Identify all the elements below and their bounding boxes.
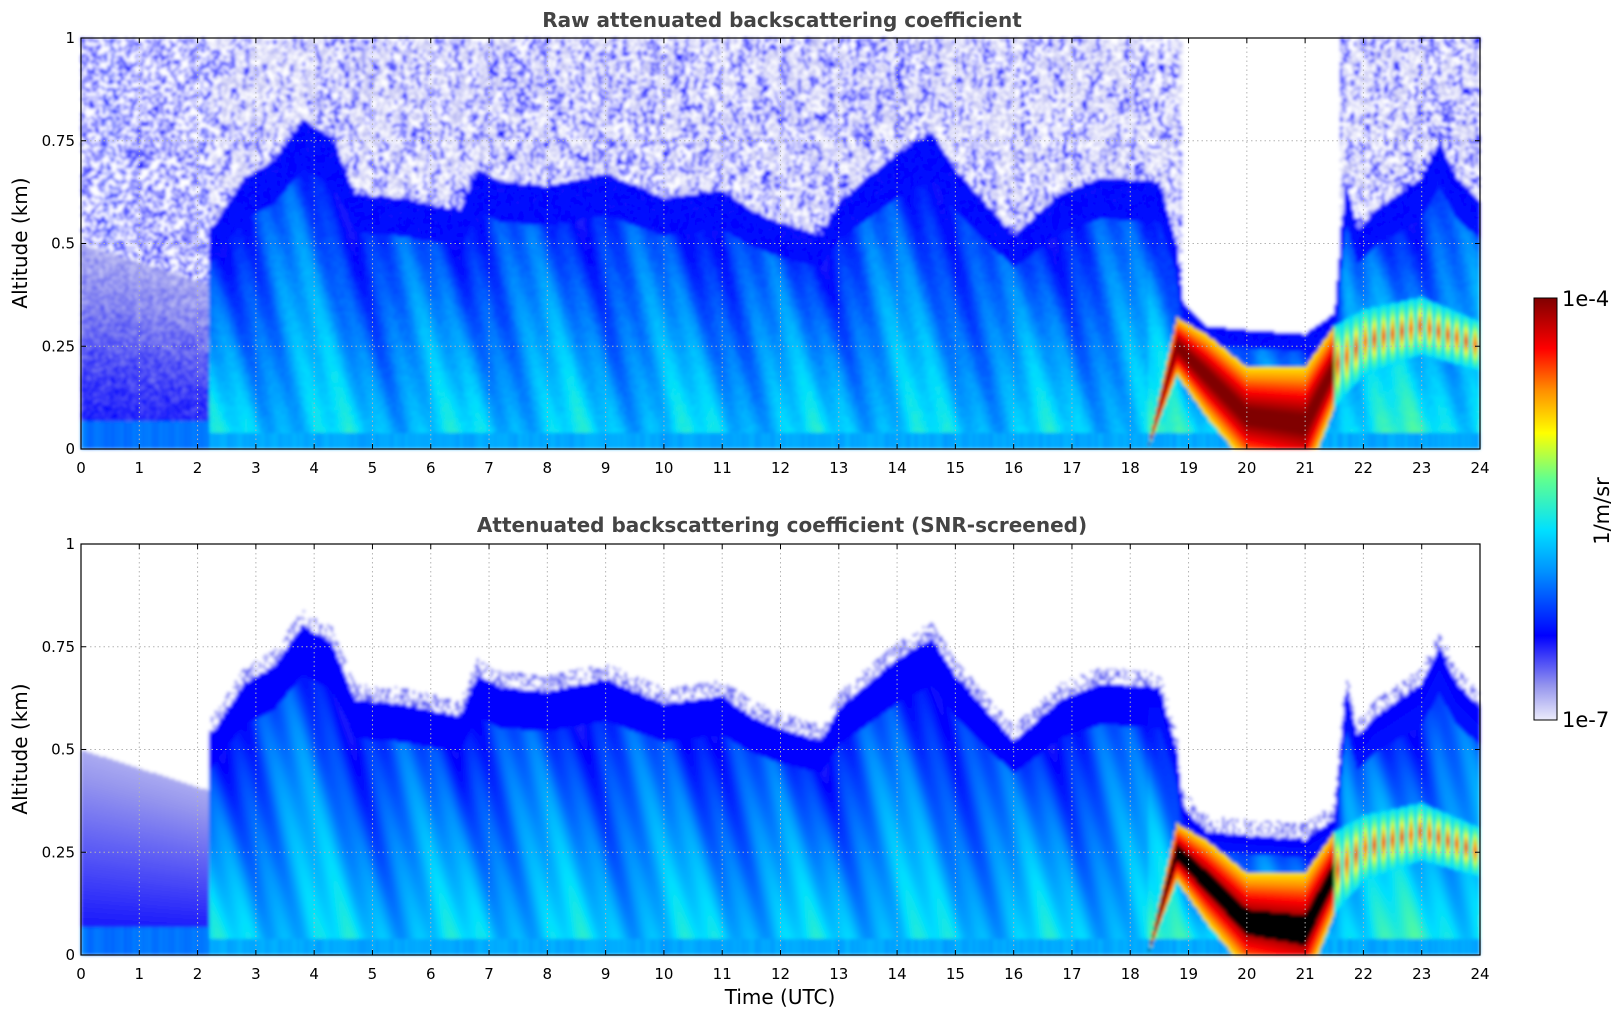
x-tick-label: 19	[1179, 459, 1198, 477]
x-tick-label: 17	[1062, 459, 1081, 477]
colorbar-unit-label: 1/m/sr	[1590, 477, 1614, 545]
colorbar: 1e-4 1e-7 1/m/sr	[1533, 287, 1614, 732]
x-tick-label: 9	[601, 965, 611, 983]
x-tick-label: 15	[946, 965, 965, 983]
x-tick-label: 24	[1470, 459, 1489, 477]
x-tick-label: 6	[426, 459, 436, 477]
x-tick-label: 7	[484, 965, 494, 983]
screened-backscatter-panel: Attenuated backscattering coefficient (S…	[8, 513, 1490, 1009]
x-axis-label: Time (UTC)	[724, 985, 836, 1009]
x-tick-label: 1	[135, 965, 145, 983]
panel-title: Raw attenuated backscattering coefficien…	[542, 8, 1022, 32]
x-tick-label: 0	[76, 459, 86, 477]
y-tick-label: 1	[65, 29, 75, 47]
x-tick-label: 16	[1004, 965, 1023, 983]
x-tick-label: 24	[1470, 965, 1489, 983]
x-tick-label: 6	[426, 965, 436, 983]
y-tick-label: 0	[65, 440, 75, 458]
x-tick-label: 16	[1004, 459, 1023, 477]
x-tick-label: 11	[713, 965, 732, 983]
x-tick-label: 14	[888, 459, 907, 477]
y-axis-label: Altitude (km)	[8, 177, 32, 308]
x-tick-label: 23	[1412, 965, 1431, 983]
colorbar-max-label: 1e-4	[1562, 287, 1609, 311]
grid-lines	[81, 38, 1480, 449]
y-tick-label: 0.25	[42, 843, 75, 861]
x-tick-label: 8	[543, 965, 553, 983]
x-tick-label: 20	[1237, 459, 1256, 477]
x-tick-label: 10	[654, 965, 673, 983]
x-tick-label: 18	[1121, 965, 1140, 983]
x-axis-ticks: 0 1 2 3 4 5 6 7 8 9 10 11 12 13 14 15 16 17 18 19 20 21 22 23 24	[76, 38, 1490, 477]
x-tick-label: 21	[1296, 459, 1315, 477]
x-tick-label: 19	[1179, 965, 1198, 983]
x-tick-label: 17	[1062, 965, 1081, 983]
y-tick-label: 0.75	[42, 638, 75, 656]
x-tick-label: 9	[601, 459, 611, 477]
y-tick-label: 0	[65, 946, 75, 964]
x-tick-label: 4	[309, 459, 319, 477]
raw-backscatter-panel: Raw attenuated backscattering coefficien…	[8, 8, 1490, 477]
y-axis-ticks: 0 0.25 0.5 0.75 1	[42, 535, 1480, 964]
x-tick-label: 13	[829, 965, 848, 983]
x-tick-label: 4	[309, 965, 319, 983]
y-axis-label: Altitude (km)	[8, 683, 32, 814]
x-tick-label: 2	[193, 965, 203, 983]
y-tick-label: 0.25	[42, 337, 75, 355]
y-tick-label: 0.75	[42, 132, 75, 150]
x-tick-label: 23	[1412, 459, 1431, 477]
y-tick-label: 0.5	[51, 741, 75, 759]
x-tick-label: 8	[543, 459, 553, 477]
x-tick-label: 15	[946, 459, 965, 477]
x-tick-label: 12	[771, 965, 790, 983]
x-tick-label: 5	[368, 965, 378, 983]
x-tick-label: 10	[654, 459, 673, 477]
y-tick-label: 0.5	[51, 235, 75, 253]
x-tick-label: 2	[193, 459, 203, 477]
colorbar-gradient	[1534, 298, 1557, 720]
x-tick-label: 18	[1121, 459, 1140, 477]
colorbar-frame	[1533, 297, 1558, 721]
x-tick-label: 3	[251, 965, 261, 983]
x-tick-label: 14	[888, 965, 907, 983]
x-tick-label: 13	[829, 459, 848, 477]
grid-lines	[81, 544, 1480, 955]
x-tick-label: 0	[76, 965, 86, 983]
colorbar-min-label: 1e-7	[1562, 708, 1609, 732]
x-tick-label: 22	[1354, 965, 1373, 983]
x-tick-label: 11	[713, 459, 732, 477]
x-tick-label: 21	[1296, 965, 1315, 983]
x-tick-label: 1	[135, 459, 145, 477]
panel-title: Attenuated backscattering coefficient (S…	[477, 513, 1087, 537]
x-tick-label: 22	[1354, 459, 1373, 477]
y-axis-ticks: 0 0.25 0.5 0.75 1	[42, 29, 1480, 458]
x-tick-label: 20	[1237, 965, 1256, 983]
y-tick-label: 1	[65, 535, 75, 553]
x-tick-label: 12	[771, 459, 790, 477]
x-tick-label: 7	[484, 459, 494, 477]
x-tick-label: 5	[368, 459, 378, 477]
x-axis-ticks: 0 1 2 3 4 5 6 7 8 9 10 11 12 13 14 15 16 17 18 19 20 21 22 23 24	[76, 544, 1490, 983]
x-tick-label: 3	[251, 459, 261, 477]
